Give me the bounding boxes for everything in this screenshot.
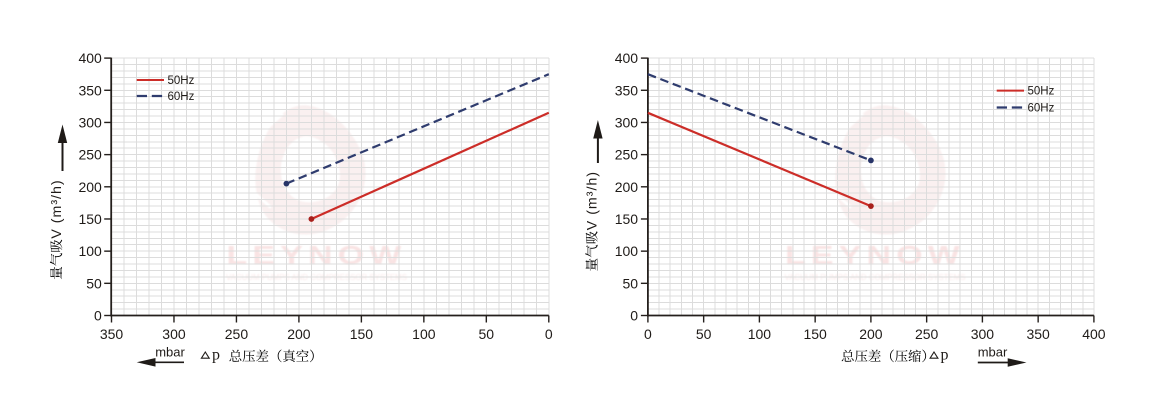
svg-text:300: 300 [971,326,995,342]
svg-text:200: 200 [78,179,102,195]
svg-text:350: 350 [78,82,102,98]
svg-text:150: 150 [78,211,102,227]
svg-text:250: 250 [615,147,639,163]
svg-text:350: 350 [100,326,124,342]
svg-text:400: 400 [615,50,639,66]
svg-text:400: 400 [1082,326,1106,342]
svg-text:250: 250 [225,326,249,342]
svg-text:50: 50 [86,275,102,291]
svg-text:150: 150 [615,211,639,227]
svg-text:0: 0 [545,326,553,342]
svg-text:0: 0 [644,326,652,342]
svg-text:p: p [941,347,949,364]
svg-text:350: 350 [615,82,639,98]
svg-text:350: 350 [1026,326,1050,342]
svg-text:mbar: mbar [978,345,1008,360]
svg-text:200: 200 [615,179,639,195]
svg-text:400: 400 [78,50,102,66]
svg-text:100: 100 [78,243,102,259]
svg-text:300: 300 [162,326,186,342]
svg-text:50Hz: 50Hz [168,75,195,87]
svg-text:60Hz: 60Hz [168,91,195,103]
svg-text:p: p [212,347,220,364]
svg-text:50: 50 [696,326,712,342]
svg-text:150: 150 [803,326,827,342]
svg-text:0: 0 [94,308,102,324]
svg-text:200: 200 [859,326,883,342]
svg-text:300: 300 [78,114,102,130]
svg-text:100: 100 [748,326,772,342]
svg-text:100: 100 [412,326,436,342]
svg-text:0: 0 [630,308,638,324]
svg-text:150: 150 [350,326,374,342]
svg-text:VACUUM PUMPS AND COMPRESSOR SY: VACUUM PUMPS AND COMPRESSOR SYSTEMS [785,273,966,282]
svg-text:100: 100 [615,243,639,259]
svg-text:300: 300 [615,114,639,130]
svg-text:50: 50 [623,275,639,291]
svg-text:V (m³/h): V (m³/h) [49,179,65,238]
svg-text:mbar: mbar [155,345,185,360]
svg-text:VACUUM PUMPS AND COMPRESSOR SY: VACUUM PUMPS AND COMPRESSOR SYSTEMS [226,273,407,282]
svg-text:V (m³/h): V (m³/h) [585,171,601,230]
svg-text:200: 200 [287,326,311,342]
svg-text:250: 250 [915,326,939,342]
svg-text:50Hz: 50Hz [1028,86,1055,98]
svg-text:60Hz: 60Hz [1028,103,1055,115]
svg-text:250: 250 [78,147,102,163]
svg-text:50: 50 [479,326,495,342]
